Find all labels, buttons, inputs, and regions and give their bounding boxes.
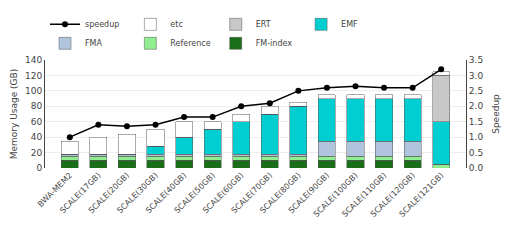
svg-text:40: 40: [31, 132, 43, 142]
svg-text:SCALE(60GB): SCALE(60GB): [201, 171, 245, 215]
svg-text:speedup: speedup: [85, 20, 119, 29]
svg-text:SCALE(50GB): SCALE(50GB): [173, 171, 217, 215]
svg-text:BWA-MEM2: BWA-MEM2: [36, 171, 74, 209]
svg-text:SCALE(120GB): SCALE(120GB): [369, 171, 417, 219]
svg-text:120: 120: [25, 71, 42, 81]
svg-text:1.5: 1.5: [469, 117, 483, 127]
svg-text:Speedup: Speedup: [491, 94, 501, 134]
svg-text:SCALE(30GB): SCALE(30GB): [115, 171, 159, 215]
svg-text:SCALE(20GB): SCALE(20GB): [87, 171, 131, 215]
svg-text:SCALE(17GB): SCALE(17GB): [58, 171, 102, 215]
svg-text:Reference: Reference: [170, 39, 210, 48]
svg-text:etc: etc: [170, 20, 182, 29]
svg-text:0: 0: [36, 163, 42, 173]
svg-text:FMA: FMA: [85, 39, 103, 48]
svg-text:100: 100: [25, 86, 42, 96]
svg-text:SCALE(80GB): SCALE(80GB): [258, 171, 302, 215]
svg-text:80: 80: [31, 101, 43, 111]
svg-text:0.5: 0.5: [469, 148, 483, 158]
svg-text:20: 20: [31, 148, 43, 158]
svg-text:SCALE(121GB): SCALE(121GB): [397, 171, 445, 219]
svg-text:SCALE(40GB): SCALE(40GB): [144, 171, 188, 215]
svg-text:EMF: EMF: [341, 20, 358, 29]
svg-text:3.0: 3.0: [469, 71, 484, 81]
svg-text:SCALE(90GB): SCALE(90GB): [287, 171, 331, 215]
svg-text:SCALE(70GB): SCALE(70GB): [230, 171, 274, 215]
svg-text:3.5: 3.5: [469, 55, 483, 65]
svg-text:SCALE(100GB): SCALE(100GB): [312, 171, 360, 219]
svg-text:ERT: ERT: [256, 20, 271, 29]
svg-text:0.0: 0.0: [469, 163, 484, 173]
svg-text:2.0: 2.0: [469, 101, 484, 111]
svg-text:1.0: 1.0: [469, 132, 484, 142]
svg-text:Memory Usage (GB): Memory Usage (GB): [9, 69, 19, 160]
svg-text:SCALE(110GB): SCALE(110GB): [340, 171, 388, 219]
svg-text:60: 60: [31, 117, 43, 127]
svg-text:FM-index: FM-index: [256, 39, 293, 48]
svg-text:140: 140: [25, 55, 42, 65]
svg-text:2.5: 2.5: [469, 86, 483, 96]
